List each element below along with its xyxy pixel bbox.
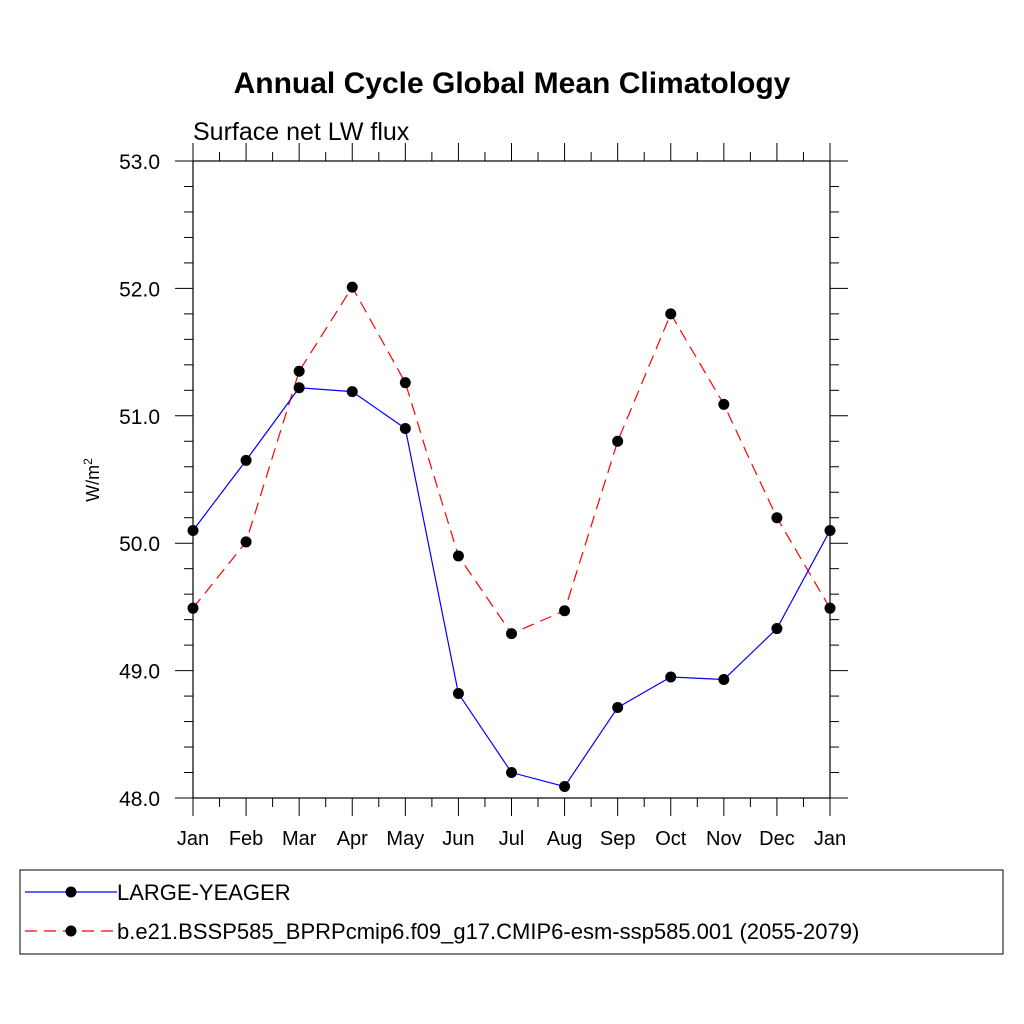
series-1-point [346, 281, 358, 293]
series-0-point [452, 688, 464, 700]
y-tick-labels: 48.0 49.0 50.0 51.0 52.0 53.0 [119, 151, 160, 811]
series-1-point [293, 365, 305, 377]
x-tick-label: Jan [177, 828, 209, 850]
series-0-point [346, 386, 358, 398]
legend-label-0: LARGE-YEAGER [117, 880, 291, 905]
y-axis-label-superscript: 2 [81, 458, 95, 465]
series-1-point [187, 602, 199, 614]
y-tick-label: 48.0 [119, 788, 160, 811]
series-0-point [240, 454, 252, 466]
x-tick-label: Sep [600, 828, 636, 850]
y-tick-label: 50.0 [119, 533, 160, 556]
chart-subtitle: Surface net LW flux [193, 118, 410, 146]
x-tick-label: Nov [706, 828, 742, 850]
series-0-point [187, 524, 199, 536]
x-tick-label: Jan [814, 828, 846, 850]
legend-marker-1 [65, 925, 77, 937]
x-tick-label: Oct [655, 828, 687, 850]
series-1-point [718, 398, 730, 410]
y-axis-label: W/m2 [81, 458, 103, 502]
legend-box [19, 869, 1004, 955]
series-line-1 [192, 285, 831, 635]
series-1-point [240, 536, 252, 548]
series-1-point [612, 435, 624, 447]
series-layer [187, 281, 836, 793]
x-tick-label: Jun [442, 828, 474, 850]
series-0-point [559, 781, 571, 793]
legend-label-1: b.e21.BSSP585_BPRPcmip6.f09_g17.CMIP6-es… [117, 919, 859, 944]
series-1-point [506, 628, 517, 640]
y-tick-label: 49.0 [119, 661, 160, 684]
series-1-point [559, 605, 571, 617]
x-tick-labels: Jan Feb Mar Apr May Jun Jul Aug Sep Oct Nov Dec Jan [177, 828, 846, 850]
y-tick-label: 53.0 [119, 151, 160, 174]
x-tick-label: Feb [229, 828, 263, 850]
plot-frame [192, 160, 831, 799]
series-0-point [293, 382, 305, 394]
series-0-point [399, 423, 411, 435]
y-axis-label-unit: W/m [83, 465, 103, 502]
x-tick-label: Dec [759, 828, 795, 850]
legend: LARGE-YEAGER b.e21.BSSP585_BPRPcmip6.f09… [25, 880, 859, 944]
series-0-point [612, 702, 624, 714]
series-1-point [399, 377, 411, 389]
legend-marker-0 [65, 886, 77, 898]
x-tick-marks [192, 143, 831, 816]
y-tick-label: 51.0 [119, 406, 160, 429]
x-tick-label: May [386, 828, 424, 850]
series-0-point [665, 671, 677, 683]
series-line-0 [192, 387, 831, 788]
series-0-point [771, 623, 783, 635]
series-1-point [824, 602, 836, 614]
x-tick-label: Jul [499, 828, 525, 850]
series-0-point [718, 674, 730, 686]
x-tick-label: Mar [282, 828, 317, 850]
x-tick-label: Apr [337, 828, 368, 850]
series-1-point [665, 308, 677, 320]
y-tick-label: 52.0 [119, 278, 160, 301]
series-1-point [452, 550, 464, 562]
y-tick-marks [175, 160, 848, 799]
series-1-point [771, 512, 783, 524]
x-tick-label: Aug [547, 828, 583, 850]
chart-title: Annual Cycle Global Mean Climatology [234, 67, 791, 100]
series-0-point [506, 767, 517, 779]
series-0-point [824, 524, 836, 536]
